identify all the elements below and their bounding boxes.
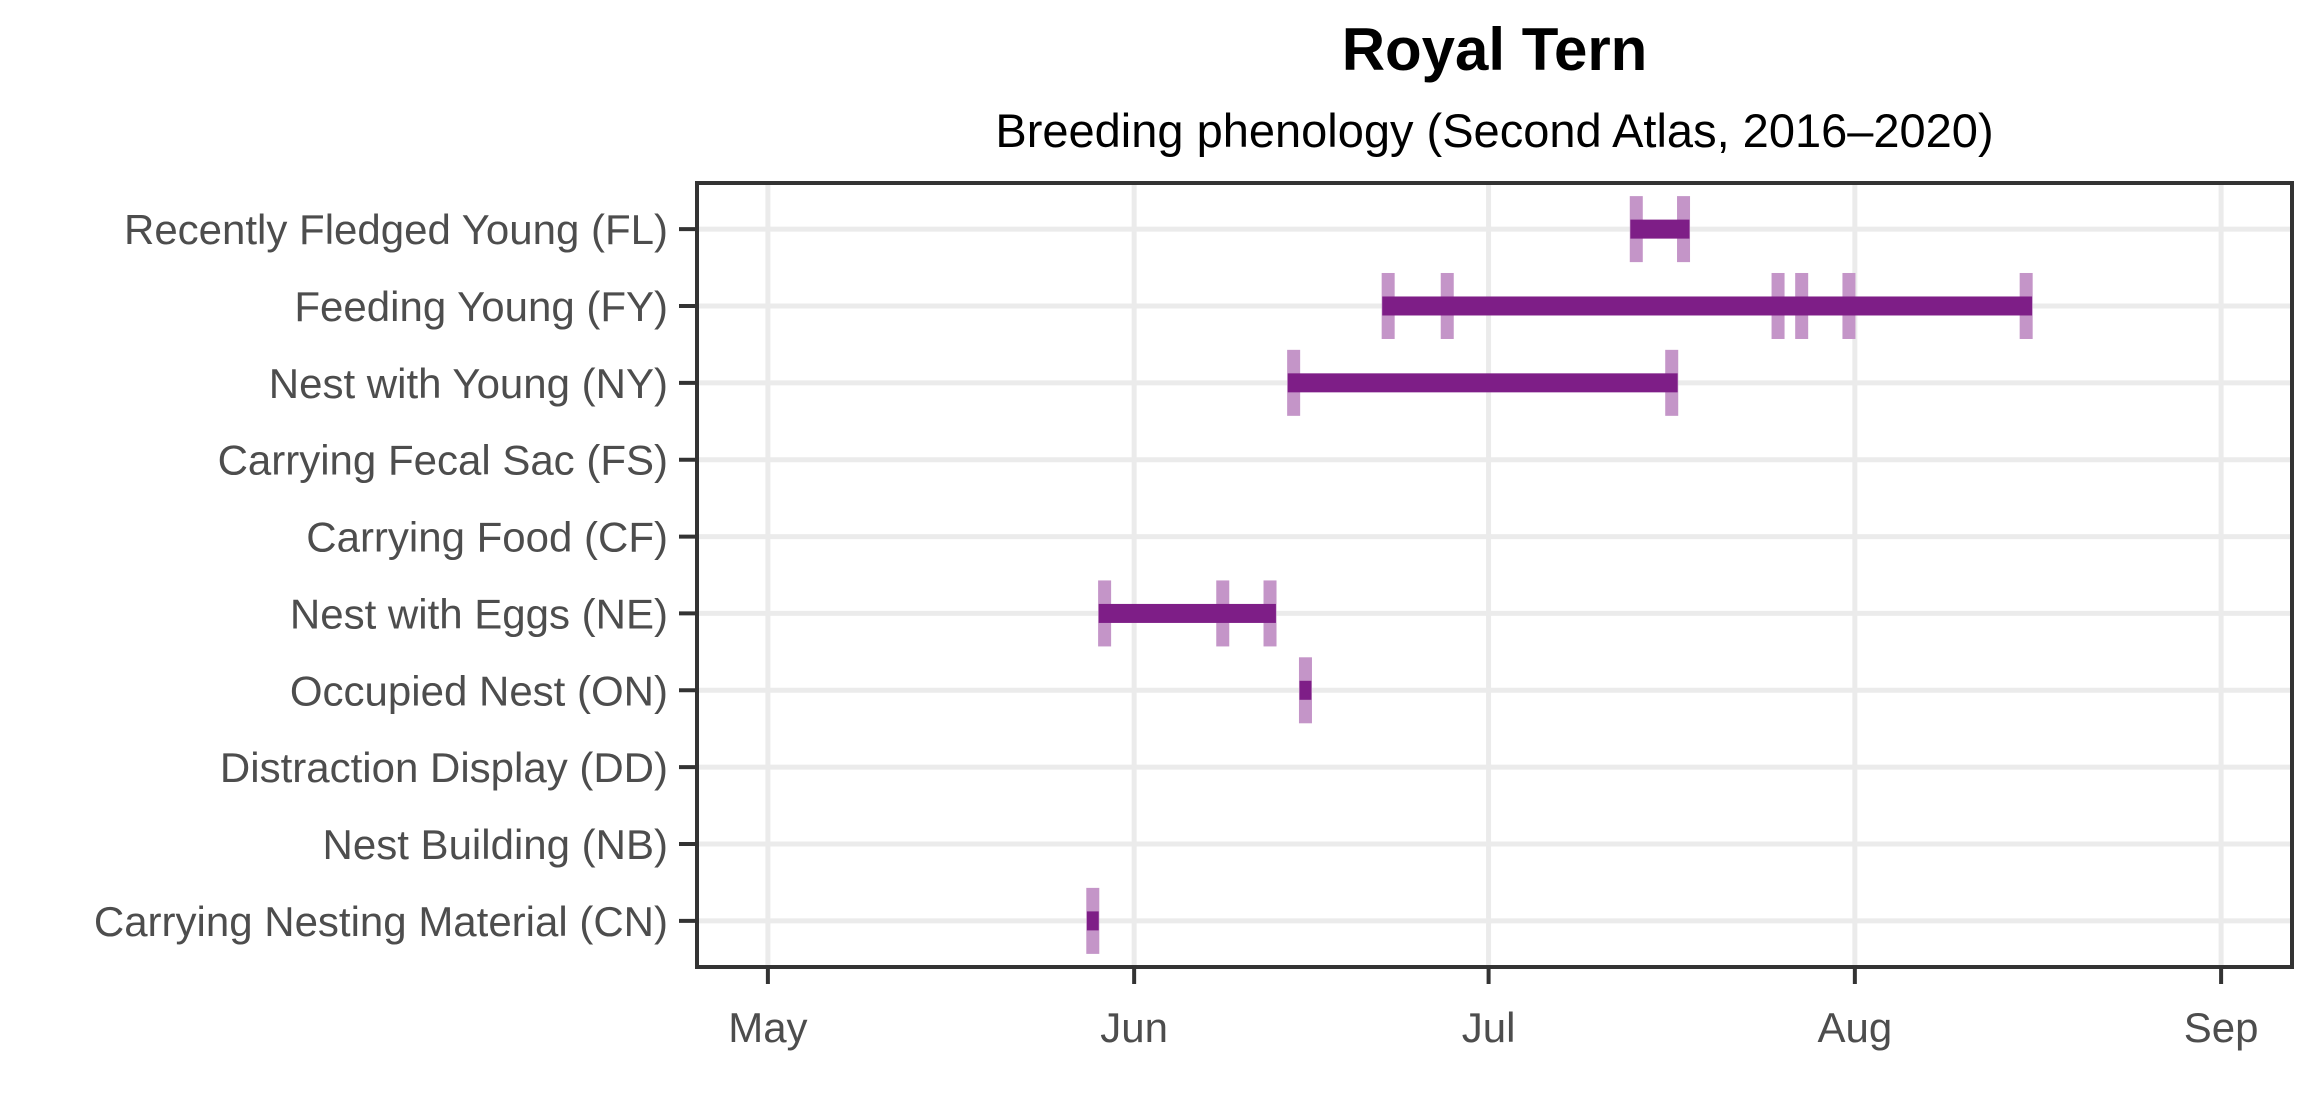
y-axis-label-CN: Carrying Nesting Material (CN) [94,898,668,945]
plot-title: Royal Tern [1341,16,1648,83]
y-axis-label-FY: Feeding Young (FY) [294,283,668,330]
y-axis-label-DD: Distraction Display (DD) [220,744,668,791]
phenology-bar-FY [1382,296,2033,316]
phenology-bar-NY [1287,373,1678,393]
plot-subtitle: Breeding phenology (Second Atlas, 2016–2… [995,104,1994,157]
x-axis-label-May: May [728,1004,807,1051]
y-axis-label-CF: Carrying Food (CF) [306,514,668,561]
phenology-bar-NE [1098,603,1276,623]
y-axis-label-NB: Nest Building (NB) [323,821,668,868]
phenology-bar-CN [1086,911,1099,931]
x-axis-label-Jul: Jul [1462,1004,1516,1051]
x-axis-label-Sep: Sep [2184,1004,2259,1051]
x-axis-label-Jun: Jun [1100,1004,1168,1051]
y-axis-label-FL: Recently Fledged Young (FL) [124,206,668,253]
phenology-bar-FL [1630,219,1690,239]
y-axis-label-NY: Nest with Young (NY) [269,360,668,407]
y-axis-label-FS: Carrying Fecal Sac (FS) [218,437,668,484]
panel-border [695,181,2294,969]
y-axis-label-ON: Occupied Nest (ON) [290,667,668,714]
y-axis-label-NE: Nest with Eggs (NE) [290,590,668,637]
phenology-bar-ON [1299,680,1312,700]
x-axis-label-Aug: Aug [1817,1004,1892,1051]
